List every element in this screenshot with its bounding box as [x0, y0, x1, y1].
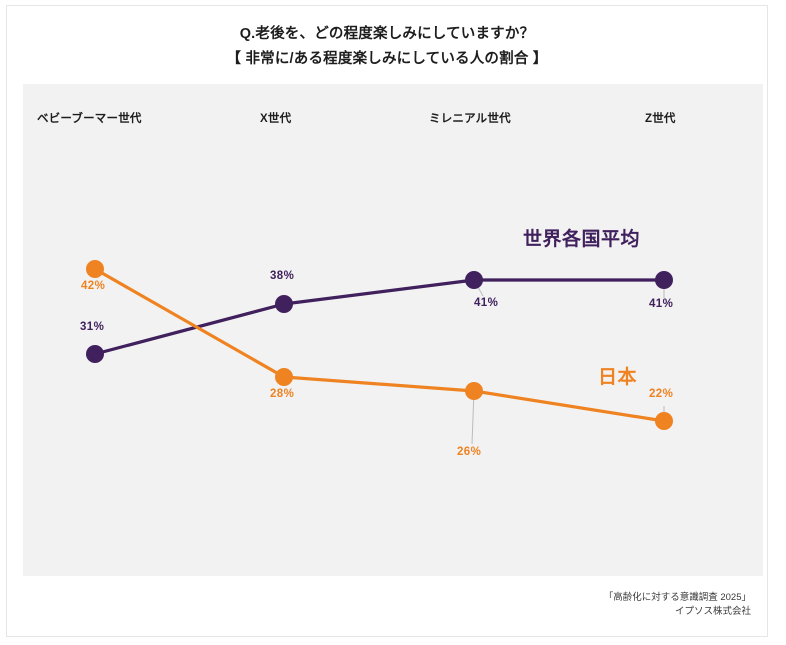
category-label-gen-x: X世代 — [260, 113, 292, 125]
line-series-world-average — [93, 278, 666, 356]
value-label-japan-millennial: 26% — [457, 446, 482, 458]
value-label-world-baby-boomer: 31% — [80, 321, 105, 333]
category-label-gen-z: Z世代 — [645, 113, 676, 125]
value-label-japan-gen-x: 28% — [270, 388, 295, 400]
data-point-japan-millennial[interactable] — [465, 382, 483, 400]
data-point-world-gen-x[interactable] — [275, 295, 293, 313]
source-footnote: 「高齢化に対する意識調査 2025」 イプソス株式会社 — [604, 591, 751, 619]
chart-title-block: Q.老後を、どの程度楽しみにしていますか？ 【 非常に/ある程度楽しみにしている… — [7, 22, 767, 72]
data-point-world-gen-z[interactable] — [655, 271, 673, 289]
category-label-millennial: ミレニアル世代 — [429, 113, 511, 125]
value-label-world-gen-x: 38% — [270, 270, 295, 282]
data-point-world-millennial[interactable] — [465, 271, 483, 289]
chart-plot-area — [86, 260, 673, 445]
chart-title-line-2: 【 非常に/ある程度楽しみにしている人の割合 】 — [226, 51, 548, 67]
data-point-japan-gen-z[interactable] — [655, 412, 673, 430]
value-label-world-millennial: 41% — [474, 297, 499, 309]
category-label-baby-boomer: ベビーブーマー世代 — [37, 113, 142, 125]
plot-panel: ベビーブーマー世代 X世代 ミレニアル世代 Z世代 — [23, 84, 763, 576]
chart-card: Q.老後を、どの程度楽しみにしていますか？ 【 非常に/ある程度楽しみにしている… — [6, 5, 768, 637]
value-label-japan-baby-boomer: 42% — [81, 280, 106, 292]
chart-title-line-1: Q.老後を、どの程度楽しみにしていますか？ — [239, 26, 535, 42]
line-series-japan — [93, 267, 666, 423]
value-label-world-gen-z: 41% — [649, 298, 674, 310]
data-point-world-baby-boomer[interactable] — [86, 345, 104, 363]
value-label-japan-gen-z: 22% — [649, 388, 674, 400]
series-label-world-average: 世界各国平均 — [523, 229, 641, 250]
source-company-name: イプソス株式会社 — [674, 606, 751, 617]
source-survey-name: 「高齢化に対する意識調査 2025」 — [603, 592, 751, 603]
data-point-japan-baby-boomer[interactable] — [86, 260, 104, 278]
data-point-japan-gen-x[interactable] — [275, 368, 293, 386]
series-label-japan: 日本 — [598, 367, 638, 388]
